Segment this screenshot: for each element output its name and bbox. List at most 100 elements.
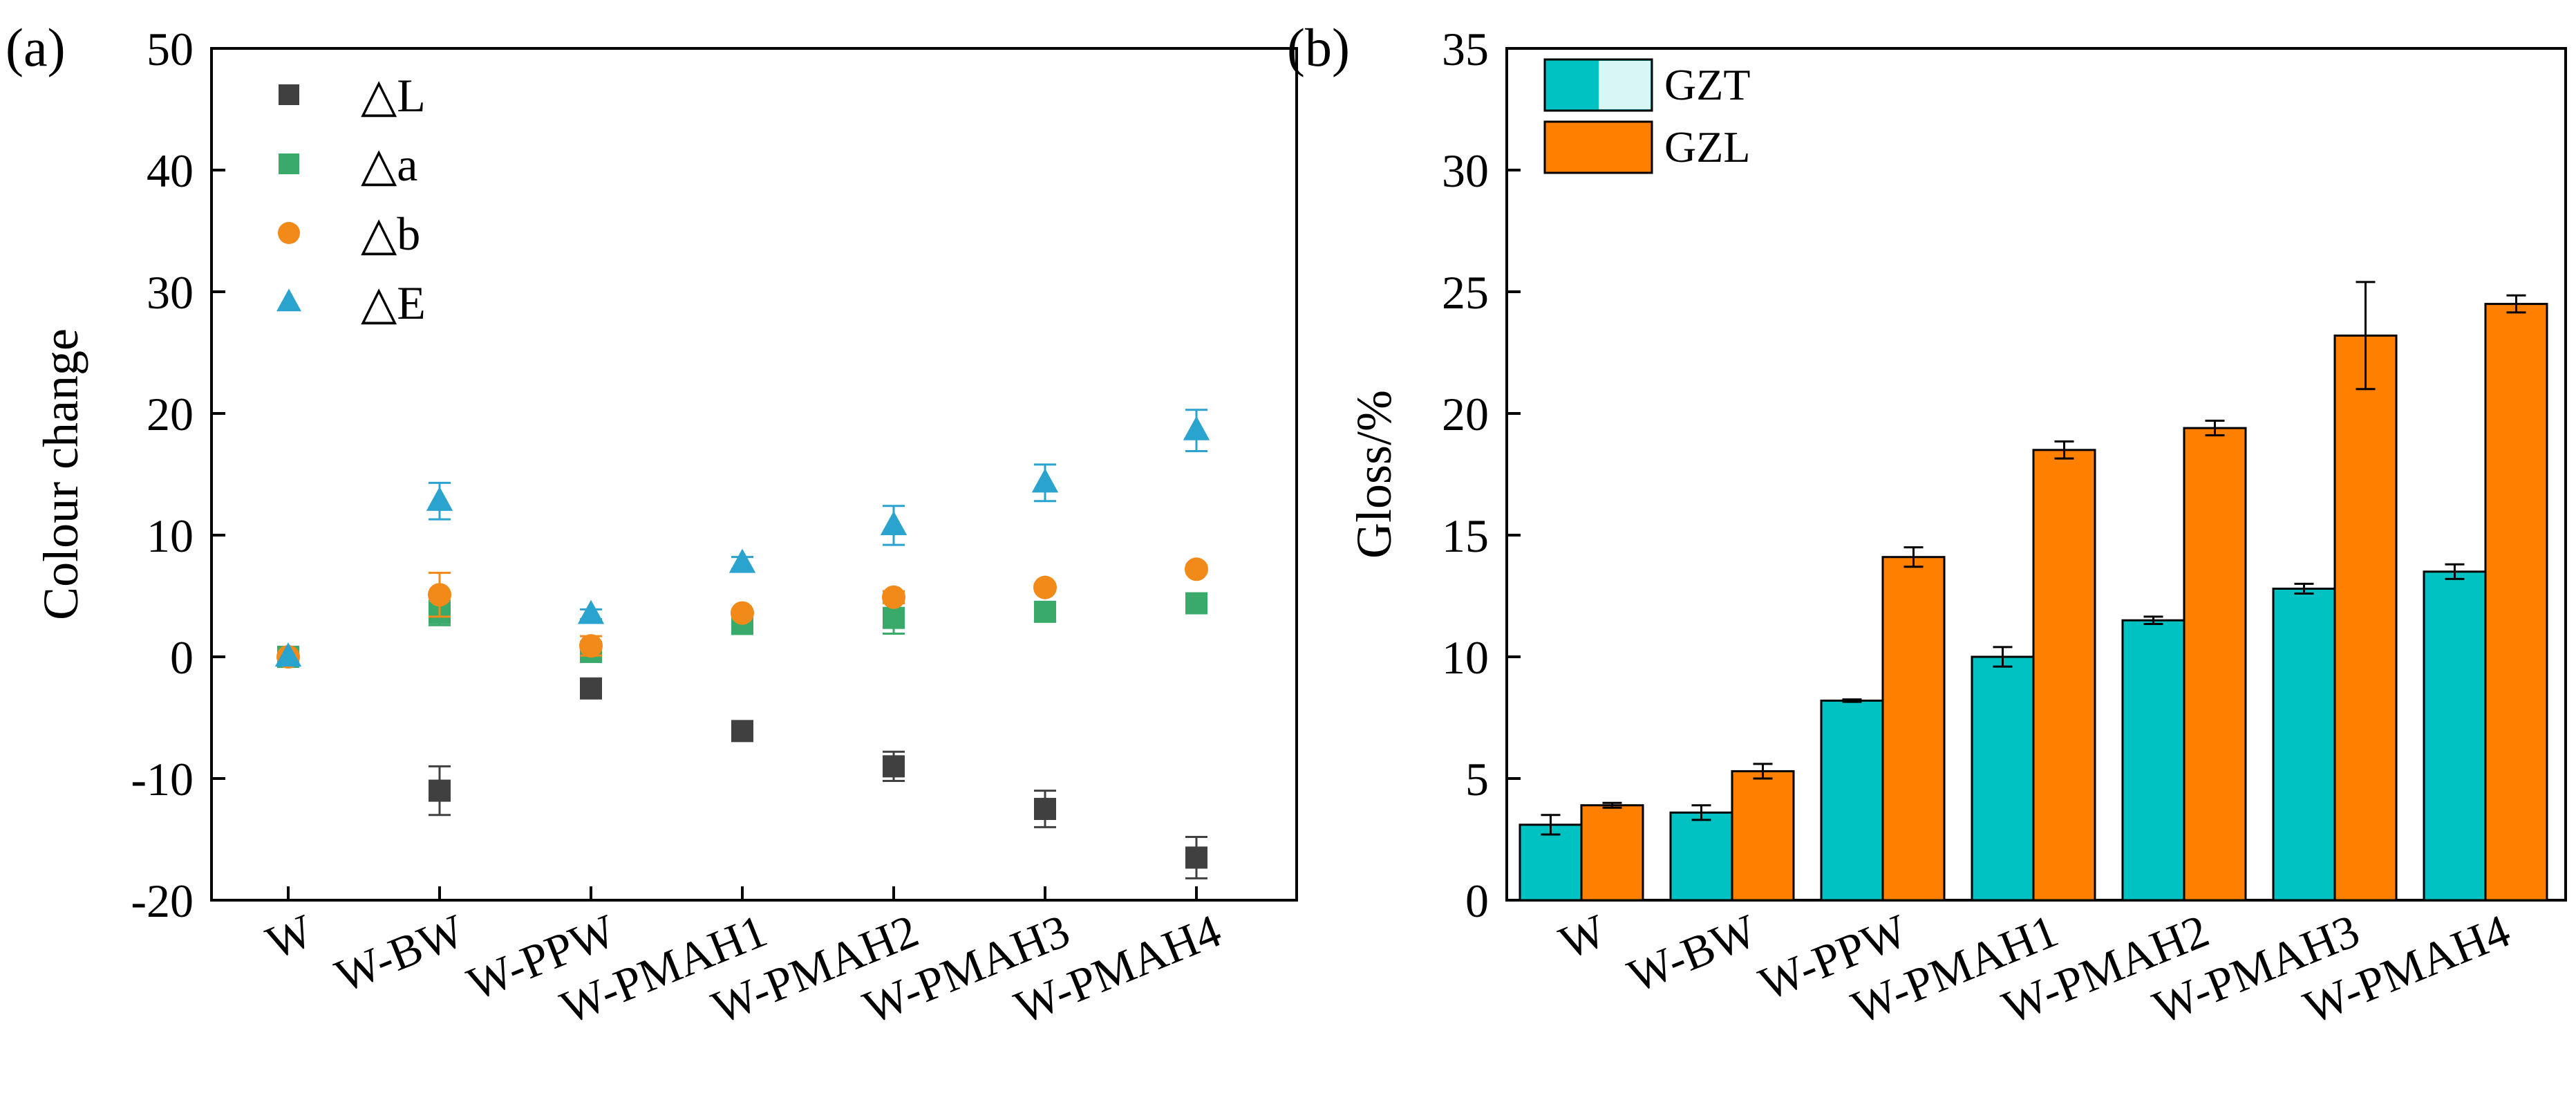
data-point-b-w-pmah4 <box>1185 557 1208 581</box>
legend-swatch-gzl <box>1543 120 1653 174</box>
series-gzt <box>1519 563 2487 902</box>
bar-gzt-w-pmah2 <box>2121 619 2185 902</box>
data-point-l-w-pmah1 <box>731 720 753 743</box>
y-tick-label: 30 <box>147 266 194 319</box>
panel-b-y-axis: 0 5 10 15 20 25 30 35 <box>1442 23 1521 927</box>
series-gzl <box>1580 281 2548 902</box>
legend-label-l: △L <box>361 69 426 122</box>
data-point-l-w-pmah4 <box>1185 846 1207 869</box>
y-tick-label: 0 <box>170 631 194 684</box>
y-tick-label: 10 <box>147 510 194 562</box>
data-point-a-w-pmah2 <box>883 606 905 629</box>
y-tick-label: 10 <box>1442 631 1489 684</box>
data-point-b-w-pmah3 <box>1033 575 1057 599</box>
error-bar <box>1691 804 1711 821</box>
bar-gzl-w-bw <box>1731 770 1795 902</box>
data-point-l-w-bw <box>429 779 451 802</box>
data-point-e-w-pmah4 <box>1183 416 1210 440</box>
bar-gzt-w-bw <box>1669 811 1733 902</box>
panel-a: (a) -20 -10 0 10 20 30 40 50 W W-BWW-PPWW-PMAH1W… <box>6 17 1298 1034</box>
y-tick-label: 35 <box>1442 23 1489 75</box>
panel-b-legend: GZT GZL <box>1543 58 1750 174</box>
data-point-a-w-pmah4 <box>1185 592 1207 615</box>
bar-gzt-w-ppw <box>1820 699 1884 902</box>
error-bar <box>2445 563 2465 580</box>
bar-gzl-w-pmah2 <box>2183 427 2247 902</box>
panel-b-data <box>1519 281 2548 902</box>
data-point-e-w-pmah3 <box>1031 468 1059 493</box>
data-point-l-w-ppw <box>580 677 602 700</box>
y-tick-label: 20 <box>147 388 194 440</box>
legend-label-b: △b <box>361 207 420 260</box>
bar-gzt-w-pmah1 <box>1971 655 2035 902</box>
y-tick-label: 0 <box>1465 875 1489 927</box>
error-bar <box>1602 801 1622 809</box>
y-tick-label: -20 <box>131 875 194 927</box>
bar-gzt-w <box>1519 823 1583 902</box>
legend-swatch-shade <box>1599 61 1651 109</box>
bar-gzl-w-pmah1 <box>2032 449 2096 902</box>
bar-gzl-w-ppw <box>1881 556 1946 902</box>
data-point-b-w-pmah2 <box>882 585 905 609</box>
y-tick-label: 25 <box>1442 266 1489 319</box>
legend-marker-l <box>279 84 299 105</box>
legend-marker-a <box>279 153 299 174</box>
error-bar <box>2294 582 2314 595</box>
error-bar <box>2506 294 2526 314</box>
data-point-l-w-pmah2 <box>883 755 905 778</box>
legend-item-a: △a <box>279 138 417 191</box>
error-bar <box>1541 814 1561 836</box>
error-bar <box>1993 646 2013 668</box>
y-tick-label: 30 <box>1442 145 1489 197</box>
y-tick-label: 40 <box>147 145 194 197</box>
panel-a-plot-frame <box>210 47 1298 902</box>
panel-b-label: (b) <box>1287 17 1350 77</box>
y-tick-label: 15 <box>1442 510 1489 562</box>
series-e <box>274 409 1210 667</box>
error-bar <box>1753 763 1773 780</box>
error-bar <box>2356 281 2376 391</box>
legend-label-a: △a <box>361 138 417 191</box>
legend-item-b: △b <box>278 207 420 260</box>
legend-item-gzt: GZT <box>1543 58 1750 112</box>
error-bar <box>2205 420 2225 437</box>
x-tick-label: W-BW <box>1621 904 1765 1003</box>
panel-b-y-axis-title: Gloss/% <box>1346 390 1402 559</box>
y-tick-label: 20 <box>1442 388 1489 440</box>
panel-a-label: (a) <box>6 17 66 77</box>
data-point-a-w-pmah3 <box>1034 600 1056 623</box>
bar-gzt-w-pmah4 <box>2423 570 2487 902</box>
data-point-l-w-pmah3 <box>1034 798 1056 820</box>
panel-a-legend: △L △a △b △E <box>276 69 426 329</box>
y-tick-label: 5 <box>1465 753 1489 805</box>
series-l <box>277 646 1207 879</box>
bar-gzt-w-pmah3 <box>2272 587 2336 902</box>
data-point-e-w-pmah1 <box>728 548 756 573</box>
legend-item-e: △E <box>276 277 426 329</box>
legend-label-gzt: GZT <box>1664 60 1750 109</box>
bar-gzl-w-pmah4 <box>2484 303 2548 902</box>
panel-a-y-axis-title: Colour change <box>33 328 88 620</box>
data-point-e-w-ppw <box>577 599 605 624</box>
y-tick-label: -10 <box>131 753 194 805</box>
y-tick-label: 50 <box>147 23 194 75</box>
error-bar <box>2143 615 2163 625</box>
bar-gzl-w <box>1580 804 1644 902</box>
data-point-e-w-bw <box>426 486 453 511</box>
error-bar <box>1903 546 1924 568</box>
panel-a-data <box>274 409 1210 879</box>
panel-b: (b) 0 5 10 15 20 25 30 35 W W-BWW-PPWW-PMAH1W-PM… <box>1287 17 2567 1034</box>
bar-gzl-w-pmah3 <box>2333 334 2398 902</box>
error-bar <box>1842 698 1862 703</box>
data-point-e-w <box>274 642 302 667</box>
legend-label-gzl: GZL <box>1664 122 1750 171</box>
x-tick-label: W <box>1552 904 1614 969</box>
legend-marker-e <box>276 288 301 312</box>
data-point-e-w-pmah2 <box>880 511 908 536</box>
x-tick-label: W-BW <box>328 904 472 1003</box>
legend-item-l: △L <box>279 69 426 122</box>
error-bar <box>2054 440 2074 460</box>
